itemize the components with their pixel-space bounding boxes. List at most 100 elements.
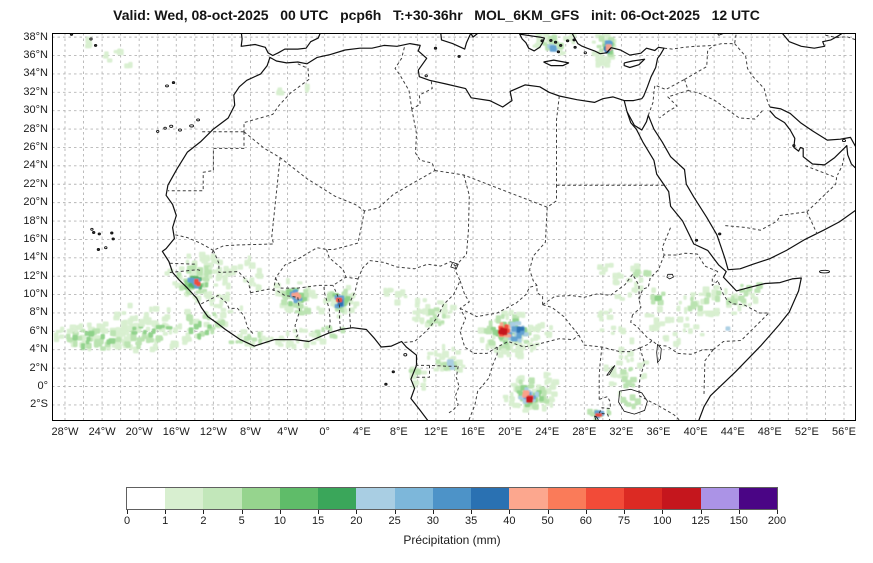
colorbar-tick (624, 510, 626, 514)
colorbar-tick-label: 0 (123, 515, 131, 527)
colorbar-segment (700, 488, 739, 509)
colorbar-segment (624, 488, 663, 509)
x-tick-label: 12°W (199, 426, 227, 438)
colorbar-segment (432, 488, 472, 509)
colorbar-tick-label: 5 (238, 515, 245, 527)
x-tick-label: 20°E (498, 426, 523, 438)
colorbar-tick (738, 510, 740, 514)
colorbar-tick-label: 25 (388, 515, 401, 527)
x-tick-label: 4°E (352, 426, 371, 438)
x-tick-label: 40°E (683, 426, 708, 438)
x-tick-label: 56°E (831, 426, 856, 438)
x-tick-label: 32°E (609, 426, 634, 438)
colorbar-segment (356, 488, 395, 509)
islands (69, 33, 847, 386)
colorbar-tick-label: 75 (617, 515, 631, 527)
coastlines (161, 33, 856, 421)
y-tick-label: 10°N (23, 288, 48, 301)
colorbar-segment (127, 488, 166, 509)
country-borders (167, 33, 856, 421)
colorbar-tick-label: 2 (200, 515, 207, 527)
colorbar-tick (547, 510, 549, 514)
x-tick-label: 48°E (757, 426, 782, 438)
colorbar-tick (203, 510, 205, 514)
x-tick-label: 8°E (389, 426, 408, 438)
lakes (450, 33, 725, 421)
colorbar-tick-label: 125 (691, 515, 710, 527)
colorbar-tick (318, 510, 320, 514)
colorbar-tick (356, 510, 358, 514)
x-tick-label: 16°W (162, 426, 190, 438)
y-tick-label: 6°N (29, 324, 48, 337)
map-canvas (52, 33, 856, 421)
colorbar-tick (700, 510, 702, 514)
colorbar-tick (509, 510, 511, 514)
y-tick-label: 2°S (30, 398, 48, 411)
y-tick-label: 26°N (23, 140, 48, 153)
colorbar-segment (203, 488, 242, 509)
colorbar-tick (241, 510, 243, 514)
y-tick-label: 14°N (23, 251, 48, 264)
x-tick-label: 0° (319, 426, 330, 438)
colorbar-tick-label: 200 (767, 515, 787, 527)
colorbar-segment (509, 488, 548, 509)
colorbar-segment (585, 488, 625, 509)
colorbar-tick (279, 510, 281, 514)
y-tick-label: 16°N (23, 232, 48, 245)
y-tick-label: 8°N (29, 306, 48, 319)
colorbar-segment (318, 488, 357, 509)
colorbar-tick-label: 50 (541, 515, 554, 527)
colorbar-tick (662, 510, 664, 514)
map-frame (52, 33, 856, 421)
colorbar (126, 487, 778, 510)
x-tick-label: 36°E (646, 426, 671, 438)
page-title: Valid: Wed, 08-oct-2025 00 UTC pcp6h T:+… (113, 7, 760, 23)
precipitation-field (53, 33, 763, 421)
y-tick-label: 38°N (23, 30, 48, 43)
colorbar-tick-label: 20 (350, 515, 363, 527)
colorbar-segment (241, 488, 280, 509)
x-tick-label: 24°E (535, 426, 560, 438)
y-tick-label: 24°N (23, 159, 48, 172)
x-tick-label: 28°W (51, 426, 79, 438)
colorbar-tick (471, 510, 473, 514)
colorbar-tick (777, 510, 778, 514)
colorbar-tick (585, 510, 587, 514)
colorbar-segment (471, 488, 510, 509)
colorbar-tick-label: 30 (426, 515, 439, 527)
colorbar-tick (432, 510, 434, 514)
colorbar-segment (738, 488, 777, 509)
x-tick-label: 52°E (794, 426, 819, 438)
colorbar-tick-label: 40 (503, 515, 516, 527)
x-tick-label: 8°W (240, 426, 261, 438)
colorbar-segment (279, 488, 319, 509)
colorbar-caption: Précipitation (mm) (403, 533, 501, 547)
colorbar-tick-label: 150 (729, 515, 748, 527)
colorbar-tick-label: 35 (464, 515, 478, 527)
y-tick-label: 4°N (29, 343, 48, 356)
y-tick-label: 34°N (23, 67, 48, 80)
y-tick-label: 0° (37, 380, 48, 392)
y-tick-label: 36°N (23, 49, 48, 62)
colorbar-tick-label: 1 (162, 515, 169, 527)
colorbar-tick (127, 510, 128, 514)
colorbar-tick-label: 10 (273, 515, 287, 527)
x-tick-label: 12°E (423, 426, 448, 438)
y-tick-label: 28°N (23, 122, 48, 135)
colorbar-tick-label: 15 (312, 515, 325, 527)
y-tick-label: 22°N (23, 177, 48, 190)
colorbar-tick-label: 100 (653, 515, 672, 527)
colorbar-segment (394, 488, 433, 509)
graticule (52, 33, 856, 421)
colorbar-segment (547, 488, 586, 509)
colorbar-segment (662, 488, 701, 509)
x-tick-label: 20°W (125, 426, 153, 438)
x-tick-label: 16°E (461, 426, 486, 438)
precipitation-map (52, 33, 856, 421)
x-tick-label: 44°E (720, 426, 745, 438)
y-tick-label: 32°N (23, 85, 48, 98)
colorbar-tick (165, 510, 167, 514)
x-tick-label: 28°E (572, 426, 597, 438)
y-tick-label: 18°N (23, 214, 48, 227)
x-tick-label: 24°W (88, 426, 116, 438)
